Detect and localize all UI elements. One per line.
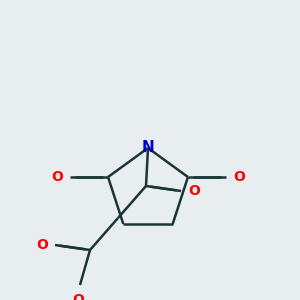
Text: O: O: [51, 170, 63, 184]
Text: O: O: [233, 170, 245, 184]
Text: O: O: [72, 293, 84, 300]
Text: N: N: [142, 140, 154, 155]
Text: O: O: [188, 184, 200, 198]
Text: O: O: [36, 238, 48, 252]
